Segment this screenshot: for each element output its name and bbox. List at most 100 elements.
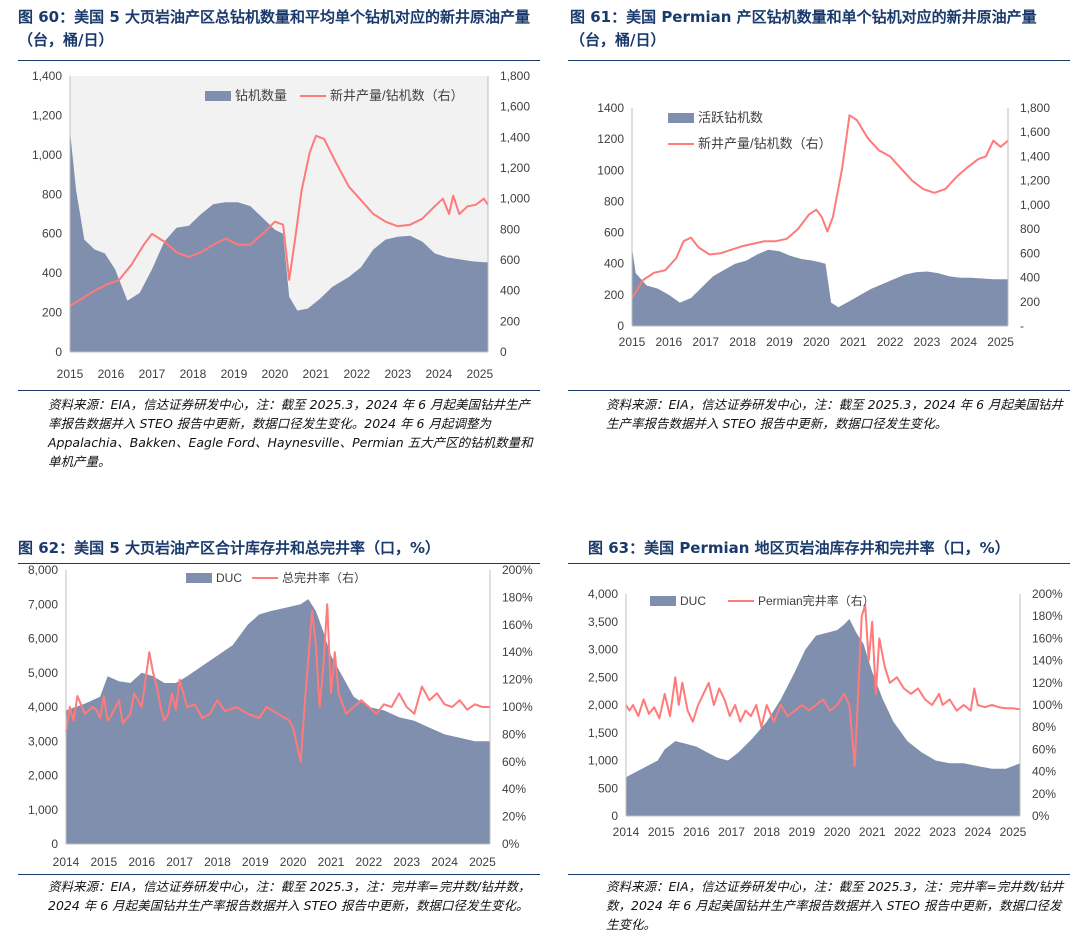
y-right-tick-label: 400 [1020,271,1040,285]
x-tick-label: 2023 [929,825,956,839]
y-right-tick-label: 0% [502,837,520,851]
x-tick-label: 2017 [139,367,166,381]
x-tick-label: 2018 [729,335,756,349]
figure-63-chart: 0 500 1,000 1,500 2,000 2,500 3,000 3,500 4,000 0… [588,587,1063,839]
y-left-tick-label: 6,000 [28,632,58,646]
y-right-tick-label: 1,200 [1020,174,1050,188]
y-left-tick-label: 0 [617,319,624,333]
legend-swatch-area [650,596,676,606]
x-tick-label: 2022 [344,367,371,381]
y-left-tick-label: 200 [604,288,624,302]
y-right-tick-label: 120% [1032,676,1063,690]
x-tick-label: 2015 [619,335,646,349]
figure-63-rule [568,563,1070,564]
series-line-1 [65,603,490,763]
figure-62-rule [18,563,540,564]
y-right-tick-label: 100% [502,700,533,714]
y-right-tick-label: 140% [502,645,533,659]
y-right-tick-label: 0 [500,345,507,359]
x-tick-label: 2023 [393,855,420,869]
y-right-tick-label: 60% [502,755,526,769]
x-tick-label: 2024 [950,335,977,349]
y-left-tick-label: 7,000 [28,597,58,611]
x-tick-label: 2025 [469,855,496,869]
y-right-tick-label: 400 [500,284,520,298]
y-right-tick-label: 1,400 [500,130,530,144]
y-right-tick-label: 0% [1032,809,1050,823]
y-right-tick-label: 20% [1032,787,1056,801]
x-tick-label: 2023 [384,367,411,381]
y-right-tick-label: 60% [1032,742,1056,756]
y-right-tick-label: 40% [1032,765,1056,779]
y-left-tick-label: 400 [604,257,624,271]
y-left-tick-label: 5,000 [28,666,58,680]
x-tick-label: 2018 [180,367,207,381]
y-right-tick-label: - [1020,319,1024,333]
y-left-tick-label: 0 [611,809,618,823]
x-tick-label: 2020 [824,825,851,839]
series-line-1 [631,114,1009,299]
y-right-tick-label: 800 [1020,222,1040,236]
y-left-tick-label: 1,000 [32,148,62,162]
legend-label: Permian完井率（右） [758,593,875,608]
x-tick-label: 2022 [356,855,383,869]
x-tick-label: 2021 [859,825,886,839]
series-area-0 [70,131,488,352]
x-tick-label: 2025 [987,335,1014,349]
figure-63-rule-bottom [568,874,1070,875]
y-right-tick-label: 20% [502,810,526,824]
series-area-0 [626,619,1020,816]
x-tick-label: 2015 [91,855,118,869]
y-right-tick-label: 600 [500,253,520,267]
x-tick-label: 2022 [877,335,904,349]
y-left-tick-label: 1200 [597,132,624,146]
x-tick-label: 2021 [318,855,345,869]
legend-label: 活跃钻机数 [698,110,763,125]
figure-62-rule-bottom [18,874,540,875]
y-right-tick-label: 1,600 [1020,125,1050,139]
series-line-1 [69,134,489,307]
legend-swatch-area [205,91,231,101]
y-left-tick-label: 1,000 [28,803,58,817]
y-right-tick-label: 1,000 [500,192,530,206]
x-tick-label: 2018 [753,825,780,839]
figure-60-title: 图 60：美国 5 大页岩油产区总钻机数量和平均单个钻机对应的新井原油产量（台，… [18,8,530,49]
y-right-tick-label: 200 [500,314,520,328]
figure-60-chart: 0 200 400 600 800 1,000 1,200 1,400 0 200 400 600 80… [32,69,530,381]
y-right-tick-label: 140% [1032,654,1063,668]
x-tick-label: 2019 [789,825,816,839]
y-left-tick-label: 0 [51,837,58,851]
y-left-tick-label: 2,500 [588,670,618,684]
x-tick-label: 2024 [425,367,452,381]
x-tick-label: 2014 [613,825,640,839]
x-tick-label: 2016 [683,825,710,839]
y-right-tick-label: 80% [1032,720,1056,734]
legend-label: 钻机数量 [235,88,287,103]
figure-63-source: 资料来源：EIA，信达证券研发中心，注：截至 2025.3，注：完井率=完井数/… [606,879,1064,932]
y-right-tick-label: 1,800 [500,69,530,83]
y-right-tick-label: 1,600 [500,100,530,114]
y-left-tick-label: 1,500 [588,726,618,740]
x-tick-label: 2020 [262,367,289,381]
x-tick-label: 2020 [803,335,830,349]
y-right-tick-label: 200% [1032,587,1063,601]
figure-61-rule [568,60,1070,61]
legend-swatch-area [668,113,694,123]
y-left-tick-label: 3,000 [28,734,58,748]
figure-60-rule-bottom [18,390,540,391]
x-tick-label: 2019 [242,855,269,869]
y-left-tick-label: 600 [604,226,624,240]
y-right-tick-label: 100% [1032,698,1063,712]
y-left-tick-label: 4,000 [28,700,58,714]
x-tick-label: 2019 [221,367,248,381]
x-tick-label: 2016 [128,855,155,869]
legend-swatch-area [186,573,212,583]
figure-61-chart: 0 200 400 600 800 1000 1200 1400 - 200 400 600 800 1,… [597,101,1050,349]
y-left-tick-label: 2,000 [28,769,58,783]
x-tick-label: 2025 [1000,825,1027,839]
x-tick-label: 2017 [166,855,193,869]
y-left-tick-label: 500 [598,781,618,795]
figure-61-title: 图 61：美国 Permian 产区钻机数量和单个钻机对应的新井原油产量（台，桶… [570,8,1037,49]
x-tick-label: 2015 [648,825,675,839]
y-left-tick-label: 800 [604,194,624,208]
